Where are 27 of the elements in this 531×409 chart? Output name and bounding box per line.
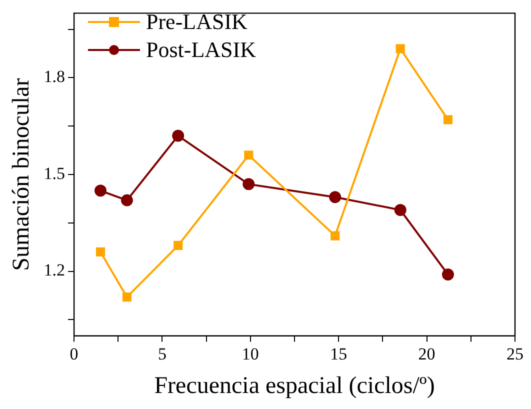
point	[242, 178, 255, 190]
y-tick-label: 1.2	[44, 260, 66, 280]
point	[94, 184, 107, 197]
point	[244, 150, 254, 160]
y-axis-title: Sumación binocular	[8, 78, 35, 271]
legend-label: Pre-LASIK	[146, 9, 248, 35]
point	[120, 194, 133, 206]
x-axis-title: Frecuencia espacial (ciclos/º)	[154, 372, 435, 399]
x-tick-label: 10	[242, 344, 259, 364]
y-tick-label: 1.5	[44, 164, 66, 183]
x-tick-label: 5	[158, 344, 166, 364]
x-tick-label: 20	[418, 344, 436, 364]
x-tick-label: 0	[70, 344, 78, 364]
point	[329, 191, 342, 204]
point	[122, 292, 132, 302]
x-tick-label: 25	[506, 344, 524, 364]
legend-label: Post-LASIK	[146, 37, 256, 63]
point	[442, 268, 454, 281]
x-tick-label: 15	[330, 344, 348, 364]
point	[96, 247, 106, 256]
y-tick-label: 1.8	[44, 67, 66, 86]
point	[172, 130, 184, 142]
point	[443, 115, 453, 124]
point	[394, 204, 406, 216]
point	[330, 231, 340, 240]
point	[396, 44, 405, 54]
point	[174, 240, 183, 250]
